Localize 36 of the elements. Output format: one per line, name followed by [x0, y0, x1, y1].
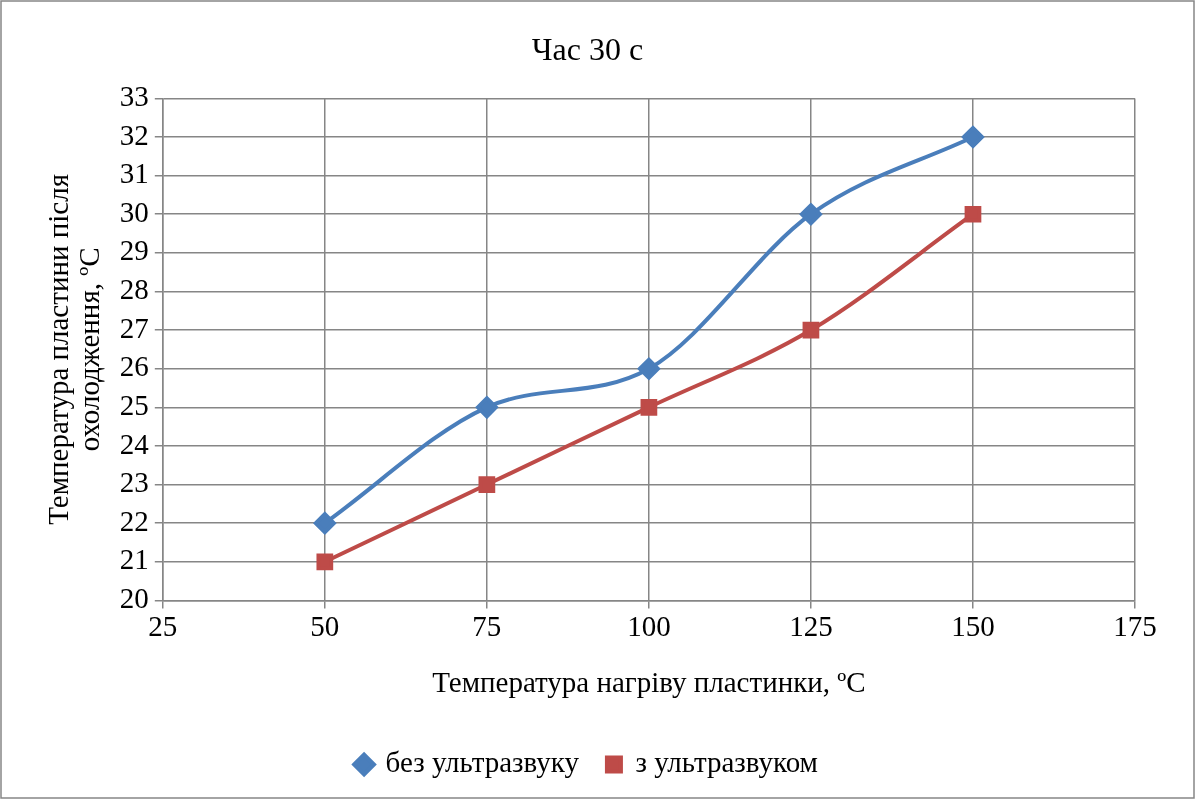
y-tick-label: 24 [119, 427, 150, 460]
y-tick-label: 33 [119, 80, 149, 113]
y-tick-label: 22 [119, 504, 149, 537]
y-tick-label: 23 [119, 466, 149, 499]
y-tick-label: 20 [119, 582, 149, 615]
point [961, 126, 984, 149]
y-tick-label: 32 [119, 118, 149, 151]
point [799, 203, 822, 226]
y-tick-label: 28 [119, 273, 149, 306]
point [475, 396, 498, 419]
point [637, 357, 660, 380]
point [316, 553, 334, 571]
legend-label: без ультразвуку [385, 746, 580, 779]
point [802, 321, 820, 339]
x-tick-label: 150 [951, 610, 995, 643]
x-axis-title: Температура нагріву пластинки, ºC [432, 666, 866, 699]
x-tick-label: 175 [1113, 610, 1157, 643]
x-tick-label: 125 [789, 610, 833, 643]
point [478, 476, 496, 493]
y-tick-label: 31 [119, 157, 149, 190]
x-tick-label: 75 [472, 610, 502, 643]
y-axis-title: Температура пластини після охолодження, ºC [41, 174, 106, 525]
point [964, 205, 982, 223]
x-tick-label: 50 [310, 610, 340, 643]
y-tick-label: 21 [119, 543, 149, 576]
point [640, 398, 658, 416]
y-tick-label: 26 [119, 350, 149, 383]
x-tick-label: 100 [627, 610, 671, 643]
point [313, 512, 336, 535]
legend-label: з ультразвуком [635, 746, 818, 779]
y-tick-label: 29 [119, 234, 149, 267]
y-tick-label: 25 [119, 388, 149, 421]
y-tick-label: 27 [119, 311, 149, 344]
chart-title: Час 30 с [531, 30, 644, 67]
y-tick-label: 30 [119, 195, 149, 228]
x-tick-label: 25 [148, 610, 178, 643]
